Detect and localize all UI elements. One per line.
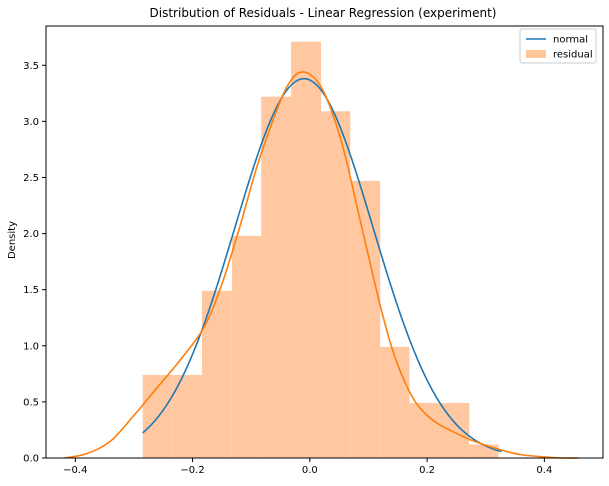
histogram-bar-7 bbox=[350, 180, 381, 459]
x-tick-label: −0.2 bbox=[180, 465, 204, 476]
histogram-bar-10 bbox=[439, 403, 470, 458]
density-lines bbox=[64, 71, 579, 459]
histogram-bar-4 bbox=[261, 96, 292, 458]
y-tick-label: 3.0 bbox=[23, 117, 39, 128]
x-tick-label: −0.4 bbox=[63, 465, 87, 476]
y-axis-label: Density bbox=[7, 221, 18, 259]
y-tick-label: 2.0 bbox=[23, 229, 39, 240]
y-tick-label: 0.0 bbox=[23, 454, 39, 465]
y-tick-label: 1.5 bbox=[23, 285, 39, 296]
chart-title: Distribution of Residuals - Linear Regre… bbox=[150, 6, 497, 20]
histogram-bar-9 bbox=[409, 403, 440, 458]
histogram-bar-5 bbox=[291, 41, 321, 458]
axes-frame bbox=[45, 25, 604, 459]
x-tick-label: 0.0 bbox=[302, 465, 318, 476]
y-tick-label: 3.5 bbox=[23, 61, 39, 72]
x-tick-label: 0.2 bbox=[419, 465, 435, 476]
histogram-bar-3 bbox=[231, 235, 262, 458]
histogram-bar-6 bbox=[320, 111, 351, 458]
histogram-bar-2 bbox=[201, 290, 232, 458]
legend: normal residual bbox=[519, 28, 597, 64]
ticks: −0.4 −0.2 0.0 0.2 0.4 0.0 0.5 1.0 1.5 2.0 2.5 3.0 3.… bbox=[23, 61, 552, 476]
y-tick-label: 0.5 bbox=[23, 397, 39, 408]
histogram-bars bbox=[142, 41, 499, 459]
legend-label-residual: residual bbox=[553, 50, 593, 61]
histogram-bar-8 bbox=[380, 346, 410, 458]
legend-swatch-residual bbox=[526, 50, 546, 58]
x-tick-label: 0.4 bbox=[536, 465, 552, 476]
legend-label-normal: normal bbox=[553, 35, 588, 46]
y-tick-label: 2.5 bbox=[23, 173, 39, 184]
axes bbox=[45, 25, 604, 459]
series-line-residual-kde bbox=[64, 71, 579, 459]
y-tick-label: 1.0 bbox=[23, 341, 39, 352]
histogram-bar-11 bbox=[469, 444, 499, 458]
histogram-bar-1 bbox=[172, 374, 202, 458]
